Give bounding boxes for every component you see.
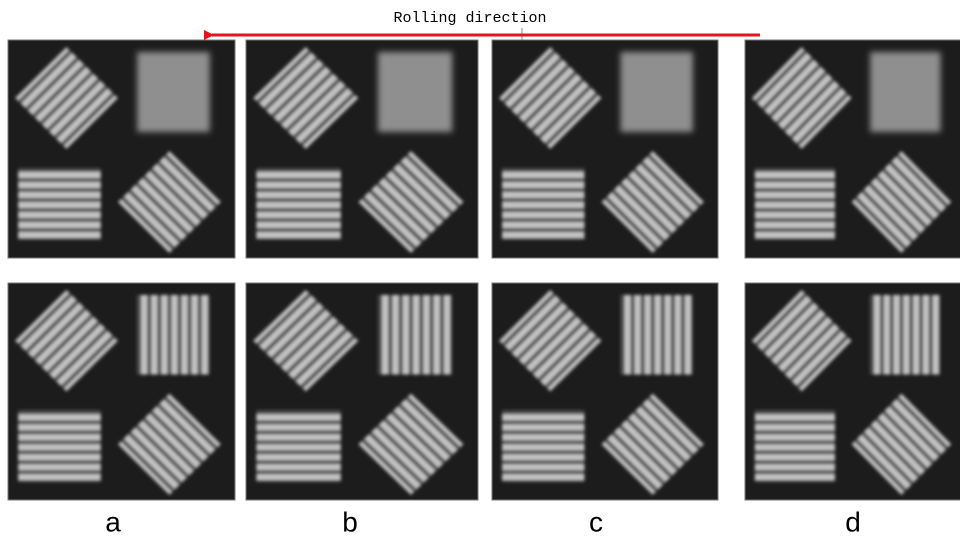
page: Rolling direction abcd (() => { const da…: [0, 0, 960, 538]
vertical-grating: [870, 295, 940, 375]
horizontal-grating: [256, 410, 341, 482]
horizontal-grating: [755, 168, 835, 240]
vertical-grating: [137, 295, 210, 375]
direction-label: Rolling direction: [393, 10, 546, 27]
vertical-grating: [621, 295, 693, 375]
image-panel: [246, 40, 478, 258]
vertical-grating: [378, 295, 452, 375]
horizontal-grating: [502, 410, 584, 482]
figure: Rolling direction a b c d: [0, 0, 960, 538]
panels: [8, 40, 960, 500]
image-panel: [745, 40, 960, 258]
blurred-grating: [378, 52, 452, 132]
horizontal-grating: [256, 168, 341, 240]
blurred-grating: [621, 52, 693, 132]
image-panel: [492, 283, 718, 500]
horizontal-grating: [18, 410, 101, 482]
panel-label: c: [589, 506, 603, 537]
image-panel: [8, 40, 235, 258]
horizontal-grating: [755, 410, 835, 482]
horizontal-grating: [18, 168, 101, 240]
image-panel: [492, 40, 718, 258]
panel-label: d: [845, 506, 861, 537]
horizontal-grating: [502, 168, 584, 240]
image-panel: [745, 283, 960, 500]
image-panel: [8, 283, 235, 500]
image-panel: [246, 283, 478, 500]
blurred-grating: [137, 52, 210, 132]
panel-label: b: [342, 506, 358, 537]
panel-label: a: [105, 506, 121, 537]
blurred-grating: [870, 52, 940, 132]
